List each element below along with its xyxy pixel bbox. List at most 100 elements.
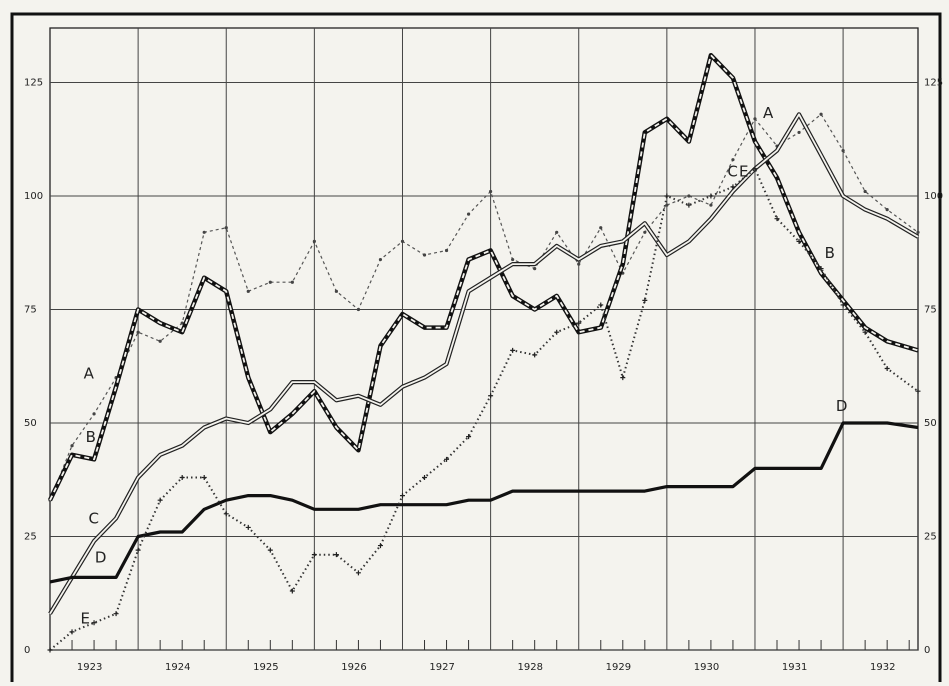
y-tick-label-left-0: 0 bbox=[24, 645, 30, 656]
series-label-C: C bbox=[88, 509, 98, 527]
series-point-A bbox=[312, 239, 316, 243]
plot-border bbox=[49, 27, 919, 651]
x-tick-label-1925: 1925 bbox=[253, 662, 278, 673]
series-point-A bbox=[70, 444, 74, 448]
series-point-E bbox=[510, 347, 516, 353]
series-point-A bbox=[378, 257, 383, 262]
x-tick-label-1926: 1926 bbox=[341, 662, 366, 673]
series-point-E bbox=[223, 511, 229, 517]
series-point-A bbox=[180, 321, 184, 325]
x-tick-label-1930: 1930 bbox=[694, 662, 719, 673]
series-label-E: E bbox=[739, 162, 748, 180]
x-tick-label-1923: 1923 bbox=[77, 662, 102, 673]
series-label-E: E bbox=[80, 609, 89, 627]
series-point-A bbox=[92, 412, 96, 416]
series-point-A bbox=[599, 226, 603, 230]
series-point-A bbox=[555, 230, 559, 234]
series-point-E bbox=[135, 547, 141, 553]
series-point-E bbox=[47, 647, 53, 653]
y-tick-label-left-75: 75 bbox=[24, 304, 37, 315]
x-tick-label-1927: 1927 bbox=[429, 662, 454, 673]
y-tick-label-left-50: 50 bbox=[24, 418, 37, 429]
series-point-A bbox=[577, 262, 581, 266]
series-point-E bbox=[576, 320, 582, 326]
series-point-E bbox=[915, 388, 921, 394]
series-point-A bbox=[665, 203, 669, 207]
axis-ticks: 0 0 25 25 50 50 75 75 100 100 125 125 1923 1924 1925 19… bbox=[24, 77, 943, 673]
series-label-B: B bbox=[86, 428, 96, 446]
series-point-A bbox=[489, 189, 493, 194]
x-tick-label-1932: 1932 bbox=[870, 662, 895, 673]
x-tick-label-1924: 1924 bbox=[165, 662, 190, 673]
series-point-E bbox=[399, 493, 405, 499]
series-point-E bbox=[179, 474, 185, 480]
series-point-E bbox=[664, 193, 670, 199]
series-point-E bbox=[620, 375, 626, 381]
series-point-A bbox=[400, 239, 405, 243]
series-point-E bbox=[355, 570, 361, 576]
series-point-E bbox=[201, 474, 207, 480]
series-point-E bbox=[862, 329, 868, 335]
y-tick-label-right-25: 25 bbox=[924, 531, 937, 542]
series-point-A bbox=[643, 230, 647, 234]
series-line-E bbox=[49, 167, 919, 651]
series-label-D: D bbox=[95, 548, 107, 566]
series-point-E bbox=[686, 202, 692, 208]
y-tick-label-left-125: 125 bbox=[24, 77, 43, 88]
series-point-A bbox=[356, 307, 361, 312]
series-line-B-inner bbox=[49, 54, 919, 501]
series-point-A bbox=[422, 253, 427, 257]
series-point-E bbox=[466, 434, 472, 440]
series-point-A bbox=[819, 112, 823, 116]
series-line-C bbox=[48, 112, 920, 615]
y-tick-label-right-75: 75 bbox=[924, 304, 937, 315]
series-point-E bbox=[91, 620, 97, 626]
series-point-A bbox=[797, 130, 801, 135]
series-point-E bbox=[884, 366, 890, 372]
series-label-B: B bbox=[825, 244, 835, 262]
series-point-A bbox=[916, 230, 920, 234]
grid-lines bbox=[50, 28, 918, 651]
series-point-E bbox=[157, 497, 163, 503]
series-point-E bbox=[245, 524, 251, 530]
series-point-A bbox=[290, 280, 294, 284]
x-tick-label-1929: 1929 bbox=[606, 662, 631, 673]
series-point-A bbox=[246, 289, 250, 293]
series-point-E bbox=[840, 302, 846, 308]
series-point-A bbox=[466, 212, 471, 216]
series-label-C: C bbox=[727, 162, 737, 180]
series-point-E bbox=[818, 266, 824, 272]
series-point-A bbox=[863, 189, 867, 194]
series-point-A bbox=[511, 257, 515, 262]
series-point-E bbox=[752, 166, 758, 172]
series-label-A: A bbox=[84, 365, 95, 383]
series-point-E bbox=[444, 456, 450, 462]
series-point-A bbox=[444, 248, 449, 253]
series-point-A bbox=[158, 339, 162, 343]
series-point-A bbox=[687, 194, 691, 198]
y-tick-label-right-100: 100 bbox=[924, 191, 943, 202]
series-point-E bbox=[333, 552, 339, 558]
y-tick-label-right-0: 0 bbox=[924, 645, 930, 656]
series-point-A bbox=[136, 330, 140, 334]
series-point-E bbox=[69, 629, 75, 635]
series-point-E bbox=[113, 611, 119, 617]
series-point-A bbox=[533, 267, 537, 271]
series-point-A bbox=[268, 280, 272, 284]
series-line-A bbox=[49, 113, 919, 501]
x-tick-label-1928: 1928 bbox=[518, 662, 543, 673]
series-point-A bbox=[753, 117, 757, 121]
series-point-A bbox=[841, 148, 845, 153]
series-label-D: D bbox=[836, 397, 848, 415]
series-point-E bbox=[377, 543, 383, 549]
series-line-B bbox=[47, 52, 919, 502]
series-point-E bbox=[598, 302, 604, 308]
series-point-E bbox=[311, 552, 317, 558]
series-point-A bbox=[709, 203, 713, 207]
series-point-E bbox=[267, 547, 273, 553]
y-tick-label-right-50: 50 bbox=[924, 418, 937, 429]
series-label-A: A bbox=[763, 104, 774, 122]
